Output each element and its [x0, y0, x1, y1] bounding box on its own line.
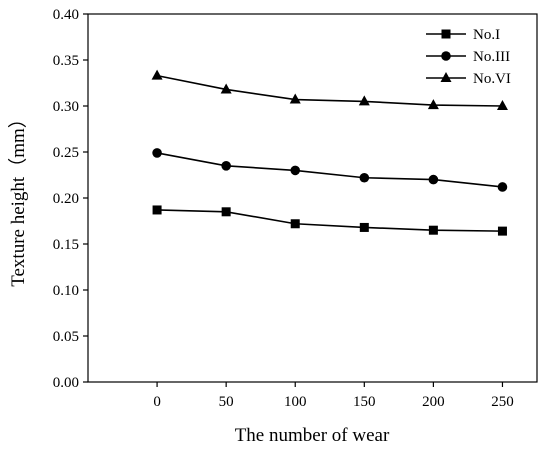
data-point-no-i [359, 222, 369, 232]
series-line-no-i [157, 209, 503, 232]
plot-frame [87, 13, 538, 383]
x-tick-label: 0 [153, 394, 161, 410]
data-point-no-vi [289, 93, 301, 104]
legend-label-no-vi: No.VI [473, 71, 511, 87]
x-axis-ticks: 0 50 100 150 200 250 [153, 382, 514, 410]
y-tick-label: 0.30 [53, 99, 79, 115]
data-point-no-iii [290, 165, 301, 176]
series-line-no-iii [156, 152, 503, 188]
y-tick-label: 0.40 [53, 7, 79, 23]
y-axis-title: Texture height（mm） [7, 109, 29, 287]
data-point-no-i [497, 226, 507, 236]
x-tick-label: 150 [353, 394, 376, 410]
data-point-no-i [221, 207, 231, 217]
y-tick-label: 0.25 [53, 145, 79, 161]
data-point-no-i [290, 219, 300, 229]
legend-marker-no-vi [440, 72, 452, 82]
x-tick-label: 100 [284, 394, 307, 410]
x-axis-title: The number of wear [235, 425, 390, 446]
legend-label-no-i: No.I [473, 27, 500, 43]
data-point-no-iii [152, 148, 162, 158]
y-tick-label: 0.00 [53, 375, 79, 391]
legend: No.I No.III No.VI [426, 27, 511, 87]
data-point-no-vi [427, 99, 439, 110]
data-point-no-vi [151, 69, 163, 80]
data-point-no-i [152, 205, 162, 215]
legend-marker-no-iii [441, 51, 451, 61]
x-tick-label: 50 [219, 394, 234, 410]
data-point-no-vi [220, 83, 232, 94]
series-layer [151, 69, 508, 236]
y-tick-label: 0.15 [53, 237, 79, 253]
data-point-no-iii [221, 161, 231, 171]
legend-marker-no-i [441, 29, 451, 39]
x-tick-label: 250 [491, 394, 514, 410]
y-tick-label: 0.05 [53, 329, 79, 345]
y-tick-label: 0.20 [53, 191, 79, 207]
series-line-no-vi [156, 74, 503, 107]
data-point-no-iii [359, 172, 370, 183]
y-tick-label: 0.35 [53, 53, 79, 69]
data-point-no-iii [497, 182, 508, 192]
data-point-no-i [428, 225, 438, 235]
y-tick-label: 0.10 [53, 283, 79, 299]
legend-label-no-iii: No.III [473, 49, 510, 65]
data-point-no-vi [358, 95, 370, 106]
data-point-no-vi [496, 100, 508, 110]
y-axis-ticks: 0.00 0.05 0.10 0.15 0.20 0.25 0.30 0.35 0.40 [53, 7, 88, 391]
data-point-no-iii [428, 174, 439, 185]
x-tick-label: 200 [422, 394, 445, 410]
